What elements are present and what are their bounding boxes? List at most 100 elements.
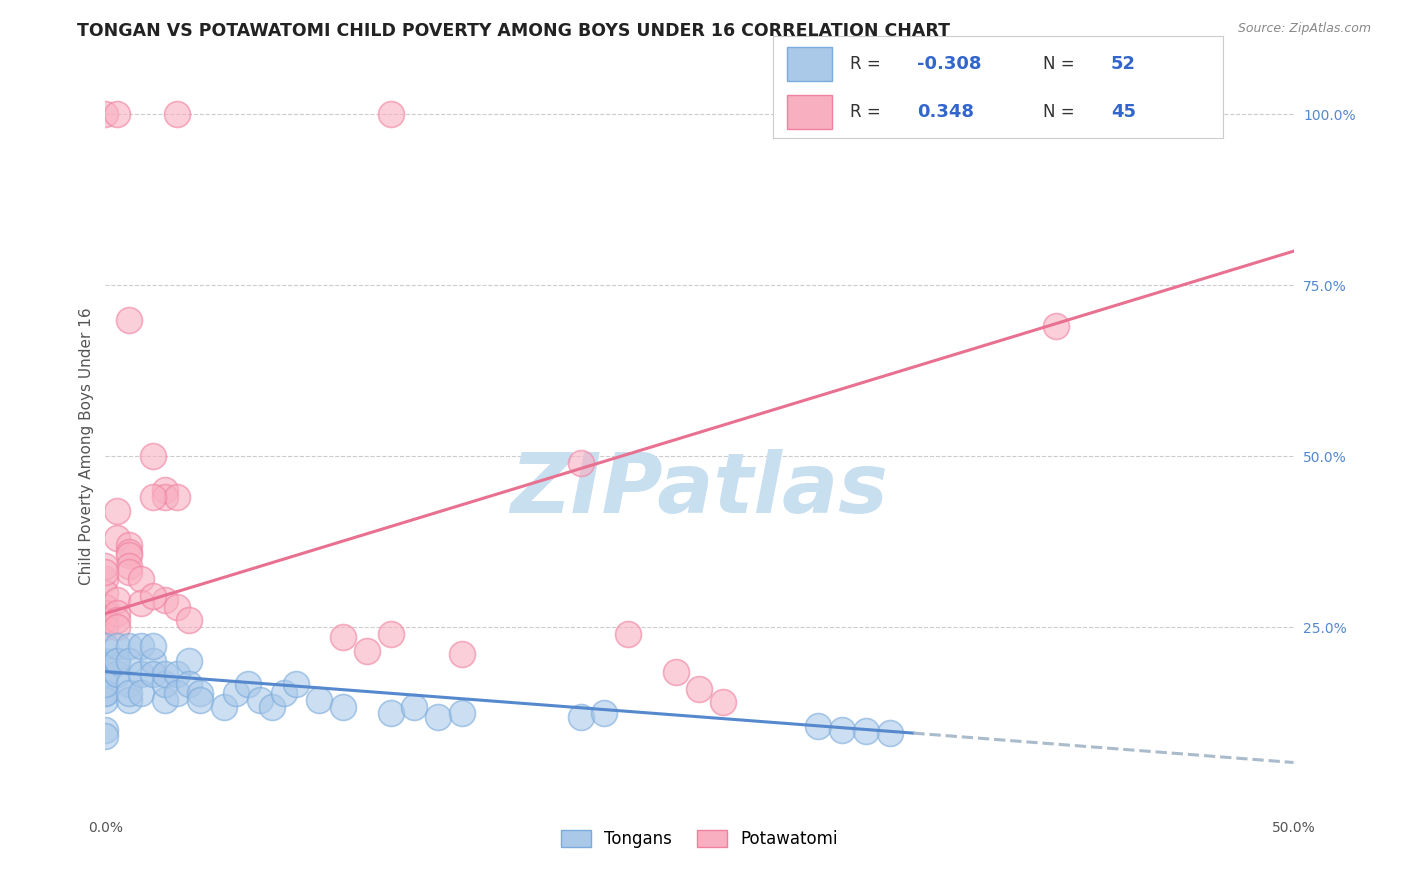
Point xyxy=(249,693,271,707)
Text: N =: N = xyxy=(1043,103,1080,121)
Point xyxy=(569,710,592,724)
Point xyxy=(153,592,176,607)
Text: ZIPatlas: ZIPatlas xyxy=(510,450,889,531)
Text: R =: R = xyxy=(849,103,891,121)
Point xyxy=(118,538,141,552)
Point xyxy=(177,613,200,627)
Point xyxy=(711,695,734,709)
Point xyxy=(94,613,117,627)
Point xyxy=(142,654,165,668)
Point xyxy=(166,107,188,121)
Point xyxy=(118,566,141,580)
Point xyxy=(118,549,141,563)
Point xyxy=(617,627,640,641)
Point xyxy=(332,700,354,714)
Point xyxy=(142,590,165,604)
Text: -0.308: -0.308 xyxy=(917,55,981,73)
Point xyxy=(129,596,152,610)
Point xyxy=(569,456,592,470)
Point xyxy=(105,504,128,518)
Point xyxy=(689,681,711,696)
Point xyxy=(118,677,141,691)
Point xyxy=(118,693,141,707)
Point xyxy=(153,490,176,504)
Point xyxy=(105,607,128,621)
Point xyxy=(105,107,128,121)
Point xyxy=(94,677,117,691)
Point xyxy=(94,620,117,634)
Point xyxy=(94,566,117,580)
Point xyxy=(225,686,247,700)
FancyBboxPatch shape xyxy=(787,47,832,81)
Point xyxy=(94,599,117,614)
Point xyxy=(450,648,472,662)
Point xyxy=(284,677,307,691)
Point xyxy=(332,631,354,645)
Point xyxy=(427,710,450,724)
Point xyxy=(177,677,200,691)
Point xyxy=(94,686,117,700)
Point xyxy=(118,312,141,326)
Point xyxy=(129,640,152,654)
Point xyxy=(105,666,128,681)
Point xyxy=(380,107,402,121)
Point xyxy=(129,666,152,681)
Point xyxy=(166,490,188,504)
Text: 52: 52 xyxy=(1111,55,1136,73)
Point xyxy=(105,654,128,668)
Point xyxy=(236,677,259,691)
Point xyxy=(665,665,688,679)
Point xyxy=(94,666,117,681)
Text: 45: 45 xyxy=(1111,103,1136,121)
Point xyxy=(380,706,402,720)
Point xyxy=(129,572,152,586)
Point xyxy=(94,640,117,654)
Point xyxy=(94,686,117,700)
Point xyxy=(94,607,117,621)
Point xyxy=(260,700,283,714)
Point xyxy=(118,545,141,559)
Point xyxy=(1045,319,1067,334)
Point xyxy=(118,558,141,573)
Point xyxy=(831,723,853,737)
Point xyxy=(105,620,128,634)
Point xyxy=(855,724,877,739)
Point xyxy=(142,490,165,504)
Point xyxy=(105,592,128,607)
Point xyxy=(129,686,152,700)
Point xyxy=(190,693,212,707)
Point xyxy=(153,483,176,498)
Legend: Tongans, Potawatomi: Tongans, Potawatomi xyxy=(554,823,845,855)
Text: Source: ZipAtlas.com: Source: ZipAtlas.com xyxy=(1237,22,1371,36)
Point xyxy=(94,586,117,600)
Text: TONGAN VS POTAWATOMI CHILD POVERTY AMONG BOYS UNDER 16 CORRELATION CHART: TONGAN VS POTAWATOMI CHILD POVERTY AMONG… xyxy=(77,22,950,40)
Point xyxy=(94,654,117,668)
Text: 0.348: 0.348 xyxy=(917,103,974,121)
Point xyxy=(404,700,426,714)
Point xyxy=(142,449,165,463)
Point xyxy=(190,686,212,700)
Point xyxy=(166,686,188,700)
Point xyxy=(94,723,117,737)
Point xyxy=(118,640,141,654)
Point xyxy=(105,613,128,627)
Point xyxy=(593,706,616,720)
Point xyxy=(94,558,117,573)
Point xyxy=(105,640,128,654)
Text: R =: R = xyxy=(849,55,886,73)
Point xyxy=(153,666,176,681)
Point xyxy=(118,686,141,700)
Point xyxy=(166,599,188,614)
Point xyxy=(450,706,472,720)
Point xyxy=(879,726,901,740)
Point xyxy=(142,640,165,654)
Point xyxy=(166,666,188,681)
Point xyxy=(356,644,378,658)
Point xyxy=(273,686,295,700)
Point xyxy=(153,693,176,707)
Point xyxy=(94,572,117,586)
Point xyxy=(214,700,236,714)
Point xyxy=(94,693,117,707)
Point xyxy=(153,677,176,691)
Point xyxy=(94,729,117,743)
